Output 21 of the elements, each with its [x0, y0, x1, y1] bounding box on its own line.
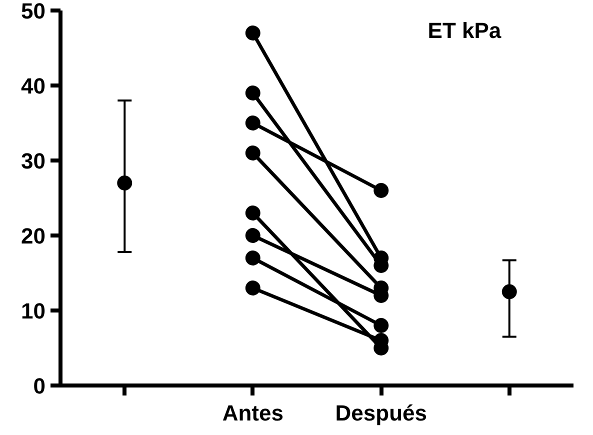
x-tick-label: Antes: [222, 400, 284, 426]
point: [245, 26, 260, 40]
point: [245, 228, 260, 243]
point: [245, 116, 260, 130]
x-tick-label: Después: [335, 400, 427, 426]
point: [117, 176, 132, 190]
y-tick-label: 30: [21, 148, 46, 174]
y-tick-label: 50: [21, 0, 46, 24]
point: [502, 284, 517, 300]
point: [374, 183, 389, 198]
point: [245, 146, 260, 160]
y-tick-label: 40: [21, 74, 46, 98]
point: [245, 280, 260, 296]
point: [245, 206, 260, 220]
point: [245, 250, 260, 266]
y-tick-label: 10: [21, 298, 46, 324]
point: [245, 86, 260, 100]
chart-title: ET kPa: [428, 18, 502, 43]
y-tick-label: 20: [21, 224, 46, 248]
point: [374, 318, 389, 333]
y-tick-label: 0: [33, 374, 46, 398]
